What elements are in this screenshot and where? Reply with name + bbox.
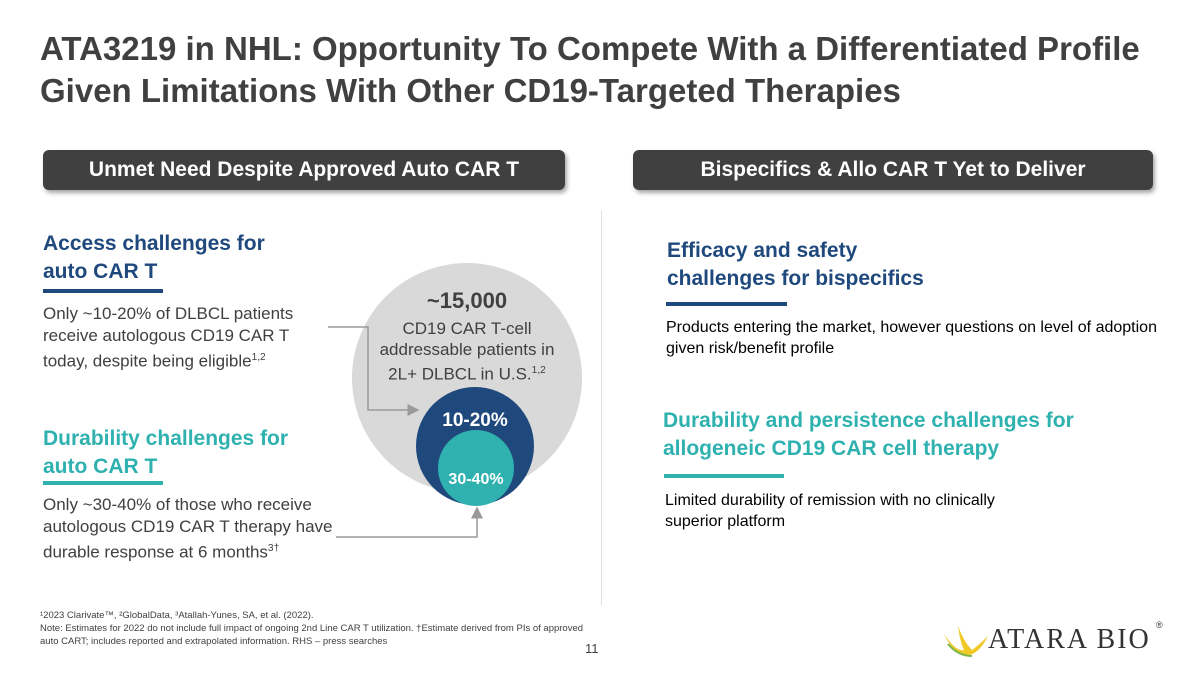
access-heading: Access challenges for auto CAR T bbox=[43, 232, 265, 283]
left-banner: Unmet Need Despite Approved Auto CAR T bbox=[43, 150, 565, 190]
efficacy-rule bbox=[666, 302, 787, 306]
access-arrow bbox=[328, 326, 420, 416]
core-circle bbox=[438, 430, 514, 506]
inner-circle-label: 10-20% bbox=[442, 410, 508, 431]
durability-arrow bbox=[336, 506, 483, 538]
persistence-heading: Durability and persistence challenges fo… bbox=[663, 409, 1074, 460]
persistence-text: Limited durability of remission with no … bbox=[665, 492, 995, 530]
slide-title: ATA3219 in NHL: Opportunity To Compete W… bbox=[40, 30, 1140, 109]
durability-rule bbox=[43, 481, 163, 485]
column-divider bbox=[601, 210, 602, 605]
addressable-count: ~15,000 bbox=[426, 288, 508, 313]
durability-heading: Durability challenges for auto CAR T bbox=[43, 427, 289, 478]
core-circle-label: 30-40% bbox=[448, 471, 504, 488]
registered-mark: ® bbox=[1156, 620, 1163, 630]
footnotes: ¹2023 Clarivate™, ²GlobalData, ³Atallah-… bbox=[40, 609, 600, 648]
right-banner: Bispecifics & Allo CAR T Yet to Deliver bbox=[633, 150, 1153, 190]
addressable-description: CD19 CAR T-cell addressable patients in … bbox=[379, 319, 555, 384]
access-rule bbox=[43, 289, 163, 293]
efficacy-text: Products entering the market, however qu… bbox=[666, 319, 1157, 357]
access-text: Only ~10-20% of DLBCL patients receive a… bbox=[43, 304, 294, 371]
page-number: 11 bbox=[585, 641, 599, 656]
persistence-rule bbox=[664, 474, 784, 478]
efficacy-heading: Efficacy and safety challenges for bispe… bbox=[667, 239, 924, 290]
atara-bio-logo: ATARA BIO ® bbox=[942, 620, 1167, 660]
durability-text: Only ~30-40% of those who receive autolo… bbox=[43, 495, 333, 562]
footnote-sources: ¹2023 Clarivate™, ²GlobalData, ³Atallah-… bbox=[40, 610, 314, 621]
logo-wordmark: ATARA BIO bbox=[988, 624, 1151, 655]
footnote-note: Note: Estimates for 2022 do not include … bbox=[40, 623, 584, 647]
crown-logo-icon bbox=[944, 626, 988, 657]
